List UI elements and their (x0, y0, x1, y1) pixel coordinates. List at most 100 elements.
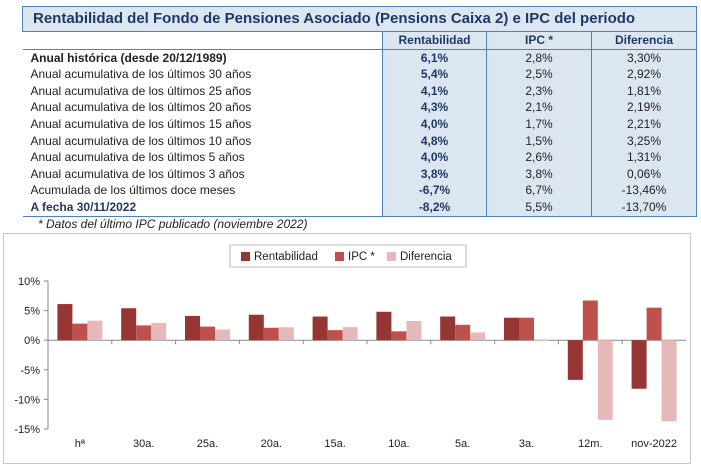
legend-label: Diferencia (400, 251, 452, 263)
cell-diferencia: 2,92% (591, 66, 697, 83)
table-row: Anual acumulativa de los últimos 5 años 4… (23, 149, 697, 166)
table-row: Anual acumulativa de los últimos 3 años 3… (23, 165, 697, 183)
returns-table: Rentabilidad del Fondo de Pensiones Asoc… (22, 6, 697, 217)
y-tick-label: -5% (20, 365, 40, 377)
cell-diferencia: 3,25% (591, 132, 697, 150)
bar-rentabilidad-9 (631, 340, 647, 389)
legend-swatch (241, 252, 250, 261)
chart-svg: 10% 5% 0% -5% -10% -15% hª 30a. 25a. 20a. 15a. 10a.… (14, 244, 686, 450)
bar-rentabilidad-4 (312, 316, 328, 341)
bar-diferencia-2 (215, 329, 230, 341)
x-tick-label: hª (75, 438, 86, 450)
bar-diferencia-7 (534, 339, 549, 341)
x-tick-label: 3a. (519, 438, 534, 450)
table-row: Anual acumulativa de los últimos 20 años… (23, 99, 697, 116)
table-row: Anual histórica (desde 20/12/1989) 6,1% 2,… (23, 49, 697, 67)
cell-rentabilidad: 4,1% (382, 82, 487, 100)
legend-label: Rentabilidad (254, 251, 318, 263)
bar-ipc-9 (646, 307, 662, 341)
cell-ipc: 2,1% (486, 99, 592, 116)
footnote: * Datos del último IPC publicado (noviem… (38, 217, 308, 231)
cell-diferencia: -13,70% (591, 198, 697, 217)
cell-diferencia: 3,30% (591, 49, 697, 67)
cell-diferencia: 2,19% (591, 99, 697, 116)
cell-rentabilidad: 4,0% (382, 115, 487, 133)
table-header-row: Rentabilidad IPC * Diferencia (22, 31, 697, 50)
bar-rentabilidad-2 (185, 315, 200, 341)
legend-swatch (335, 252, 344, 261)
bar-rentabilidad-3 (248, 314, 264, 341)
bar-rentabilidad-6 (440, 316, 456, 341)
x-tick-label: 10a. (388, 438, 409, 450)
table-row: Anual acumulativa de los últimos 25 años… (23, 82, 697, 100)
cell-ipc: 2,6% (486, 149, 592, 166)
bar-diferencia-5 (406, 320, 422, 341)
cell-rentabilidad: -8,2% (382, 198, 487, 217)
row-label: Anual acumulativa de los últimos 20 años (30, 100, 252, 115)
table-row: Acumulada de los últimos doce meses -6,7%… (23, 182, 697, 199)
row-label: Anual histórica (desde 20/12/1989) (30, 50, 227, 65)
row-label: Acumulada de los últimos doce meses (30, 183, 236, 198)
x-tick-label: 5a. (455, 438, 470, 450)
bar-diferencia-8 (597, 340, 613, 420)
table-title: Rentabilidad del Fondo de Pensiones Asoc… (22, 6, 697, 32)
cell-diferencia: 1,81% (591, 82, 697, 100)
bar-ipc-5 (391, 331, 407, 341)
bar-rentabilidad-1 (121, 308, 137, 341)
cell-ipc: 2,8% (486, 49, 592, 67)
y-tick-label: -15% (14, 424, 40, 436)
row-label: A fecha 30/11/2022 (22, 198, 383, 217)
cell-ipc: 6,7% (486, 182, 592, 199)
cell-ipc: 1,7% (486, 115, 592, 133)
bar-diferencia-9 (661, 340, 677, 422)
table-row: Anual acumulativa de los últimos 15 años… (23, 115, 697, 133)
bar-rentabilidad-8 (567, 340, 583, 380)
cell-rentabilidad: 4,8% (382, 132, 487, 150)
cell-diferencia: 0,06% (591, 165, 697, 183)
bar-ipc-3 (263, 327, 279, 341)
cell-rentabilidad: 4,0% (382, 149, 487, 166)
bar-diferencia-4 (342, 327, 358, 341)
cell-ipc: 2,5% (486, 66, 592, 83)
y-tick-label: 0% (24, 335, 40, 347)
x-tick-label: 20a. (261, 438, 282, 450)
x-tick-label: 15a. (324, 438, 345, 450)
row-label: Anual acumulativa de los últimos 3 años (30, 166, 245, 181)
x-tick-label: 12m. (578, 438, 602, 450)
bar-ipc-8 (582, 300, 598, 341)
legend-label: IPC * (348, 251, 375, 263)
x-tick-label: 30a. (133, 438, 154, 450)
y-tick-label: -10% (14, 394, 40, 406)
cell-ipc: 2,3% (486, 82, 592, 100)
header-rentabilidad: Rentabilidad (382, 31, 487, 50)
bar-rentabilidad-5 (376, 311, 392, 341)
legend-box (229, 244, 467, 268)
bar-rentabilidad-0 (57, 304, 73, 341)
bar-ipc-7 (519, 317, 534, 341)
legend-swatch (387, 252, 396, 261)
x-tick-label: nov-2022 (631, 438, 677, 450)
header-diferencia: Diferencia (591, 31, 697, 50)
bar-diferencia-0 (87, 320, 103, 341)
bar-ipc-1 (136, 325, 152, 341)
row-label: Anual acumulativa de los últimos 5 años (30, 150, 245, 165)
bar-diferencia-3 (278, 327, 294, 341)
cell-ipc: 1,5% (486, 132, 592, 150)
row-label: Anual acumulativa de los últimos 30 años (30, 67, 252, 82)
bar-ipc-2 (200, 326, 215, 341)
row-label: Anual acumulativa de los últimos 15 años (30, 116, 252, 131)
header-blank (22, 31, 383, 50)
cell-diferencia: 1,31% (591, 149, 697, 166)
bar-rentabilidad-7 (504, 317, 519, 341)
table-row: A fecha 30/11/2022 -8,2% 5,5% -13,70% (22, 198, 697, 217)
cell-diferencia: -13,46% (591, 182, 697, 199)
bar-diferencia-6 (470, 332, 486, 341)
row-label: Anual acumulativa de los últimos 10 años (30, 133, 252, 148)
table-row: Anual acumulativa de los últimos 10 años… (23, 132, 697, 150)
y-tick-label: 10% (18, 276, 40, 288)
bar-diferencia-1 (151, 322, 167, 341)
cell-rentabilidad: 6,1% (382, 49, 487, 67)
cell-rentabilidad: -6,7% (382, 182, 487, 199)
y-tick-label: 5% (24, 306, 40, 318)
cell-rentabilidad: 4,3% (382, 99, 487, 116)
